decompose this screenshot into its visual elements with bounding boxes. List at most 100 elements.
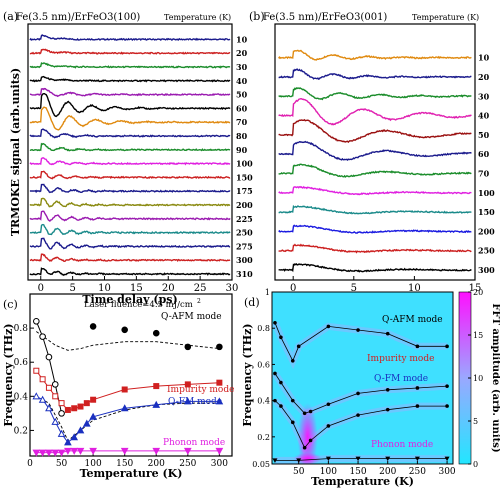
temperature-label: 200	[478, 226, 495, 236]
hotspot	[293, 452, 322, 464]
temperature-label: 30	[478, 91, 490, 101]
data-point	[290, 398, 295, 403]
data-point	[184, 343, 192, 351]
series-label-q-fm: Q-FM mode	[168, 397, 222, 407]
plot-frame	[29, 293, 233, 457]
data-point	[77, 403, 84, 410]
trace-40K	[278, 97, 472, 126]
y-tick-label: 0.4	[14, 392, 29, 402]
x-tick-label: 15	[469, 283, 482, 294]
panel-label-c: (c)	[3, 298, 18, 311]
data-point	[71, 405, 78, 412]
temperature-label: 100	[236, 159, 253, 169]
data-point	[58, 400, 65, 407]
x-tick-label: 0	[290, 283, 296, 294]
data-point	[385, 456, 391, 462]
data-point	[38, 395, 47, 403]
x-axis-label: Time delay (ps)	[82, 293, 177, 306]
hotspot	[297, 402, 318, 464]
x-tick-label: 10	[408, 283, 421, 294]
x-tick-label: 10	[98, 283, 111, 294]
data-point	[326, 324, 331, 329]
trace-300K	[278, 263, 472, 273]
trace-70K	[29, 106, 231, 131]
data-point	[45, 449, 53, 457]
plot-frame	[27, 23, 233, 281]
data-point	[51, 417, 60, 425]
x-tick-label: 20	[162, 283, 175, 294]
data-point	[415, 404, 420, 408]
fluence-annotation: Laser fluence=4.5 mJ/cm	[84, 300, 193, 310]
trace-300K	[29, 253, 231, 263]
data-point	[45, 404, 53, 412]
trace-60K	[278, 140, 472, 161]
x-axis-label: Temperature (K)	[311, 475, 414, 488]
temperature-label: 100	[478, 188, 495, 198]
data-point	[414, 456, 420, 462]
data-point	[153, 383, 160, 390]
data-point	[279, 380, 283, 385]
data-point	[64, 438, 72, 446]
data-point	[279, 335, 283, 340]
x-tick-label: 50	[56, 459, 68, 469]
data-point	[296, 344, 301, 349]
data-point	[356, 413, 360, 417]
temperature-label: 60	[236, 103, 248, 113]
temperature-label: 310	[236, 269, 253, 279]
x-tick-label: 300	[438, 467, 455, 477]
data-point	[385, 331, 390, 336]
data-point	[76, 426, 85, 434]
data-point	[326, 402, 331, 407]
data-point	[183, 447, 192, 455]
data-point	[57, 449, 66, 457]
x-tick-label: 100	[320, 467, 337, 477]
data-point	[302, 411, 307, 416]
data-point	[70, 447, 79, 455]
data-point	[32, 392, 41, 400]
temperature-label: 40	[478, 111, 490, 121]
data-point	[415, 386, 420, 390]
series-label-impurity: Impurity mode	[167, 385, 234, 395]
data-point	[302, 445, 307, 450]
series-label-q-afm: Q-AFM mode	[382, 315, 443, 325]
data-point	[279, 404, 283, 408]
trace-10K	[278, 49, 472, 61]
x-tick-label: 5	[351, 283, 357, 294]
trace-40K	[29, 75, 231, 83]
x-tick-label: 200	[148, 459, 165, 469]
series-label-q-afm: Q-AFM mode	[161, 312, 222, 322]
trace-10K	[29, 34, 231, 42]
trace-80K	[29, 128, 231, 139]
data-point	[89, 412, 97, 420]
trace-200K	[278, 224, 472, 234]
data-point	[326, 424, 331, 428]
data-point	[445, 404, 449, 408]
data-point	[33, 317, 40, 325]
data-point	[51, 449, 60, 457]
colorbar-tick-label: 20	[473, 288, 483, 297]
temperature-label: 275	[236, 241, 253, 251]
trace-30K	[29, 62, 231, 69]
temperature-label: 175	[236, 186, 253, 196]
trace-60K	[29, 93, 231, 118]
trace-30K	[278, 87, 472, 101]
colorbar-tick-label: 10	[473, 374, 483, 383]
colorbar-label: FFT amplitude (arb. units)	[490, 303, 500, 452]
temperature-label: 10	[236, 34, 248, 44]
x-tick-label: 30	[226, 283, 239, 294]
data-point	[120, 447, 129, 455]
panel-b-title: Fe(3.5 nm)/ErFeO3(001)	[263, 12, 387, 23]
data-point	[51, 381, 59, 388]
data-point	[215, 447, 224, 455]
temperature-label: 70	[478, 169, 490, 179]
trace-100K	[29, 157, 231, 166]
y-tick-label: 0.4	[257, 397, 270, 406]
series-label-q-fm: Q-FM mode	[374, 374, 428, 384]
panel-label-b: (b)	[249, 10, 265, 23]
y-tick-label: 0.6	[14, 358, 29, 368]
trace-175K	[29, 183, 231, 194]
data-point	[58, 410, 65, 417]
data-point	[385, 407, 390, 412]
temperature-label: 200	[236, 200, 253, 210]
trace-200K	[29, 197, 231, 208]
